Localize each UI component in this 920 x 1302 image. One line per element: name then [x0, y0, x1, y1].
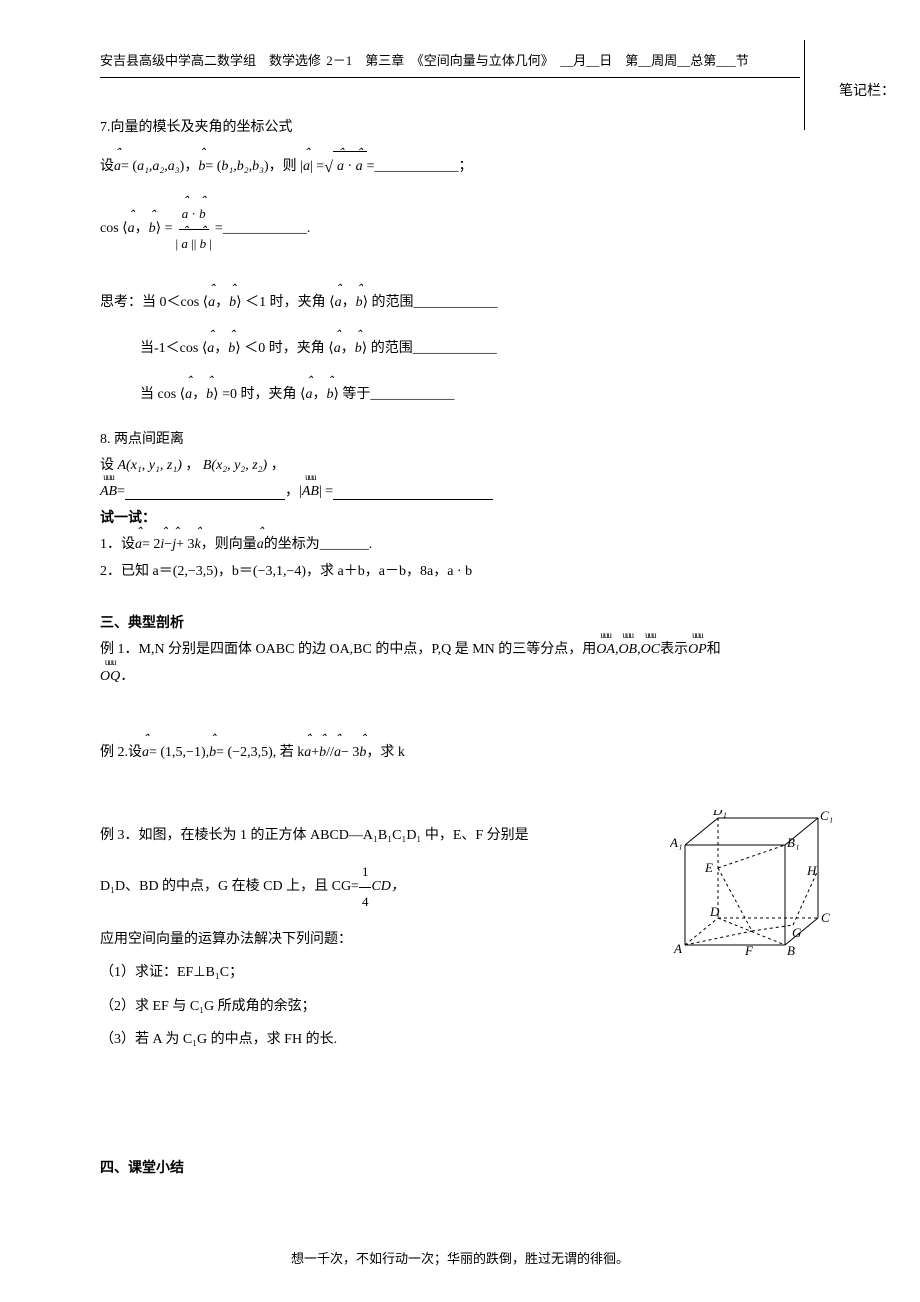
svg-text:C: C	[821, 910, 830, 925]
svg-text:A₁: A₁	[670, 835, 682, 850]
example-1-cont: OQ ．	[100, 666, 850, 688]
fraction: a · b | a || b |	[172, 200, 214, 258]
vector-a: a	[114, 152, 121, 183]
section-3-title: 三、典型剖析	[100, 613, 850, 635]
try-1: 1．设 a = 2 i − j + 3 k ，则向量 a 的坐标为_______…	[100, 534, 850, 556]
vector-b: b	[198, 152, 205, 183]
svg-text:C₁: C₁	[820, 810, 833, 823]
try-2: 2．已知 a＝(2,−3,5)，b＝(−3,1,−4)，求 a＋b，a－b，8a…	[100, 561, 850, 583]
blank-input	[125, 486, 285, 500]
example-1: 例 1．M,N 分别是四面体 OABC 的边 OA,BC 的中点，P,Q 是 M…	[100, 639, 800, 661]
ab-formula: AB = ，| AB | =	[100, 481, 850, 503]
cosine-formula-line: cos ⟨ a ， b ⟩ = a · b | a || b | =______…	[100, 200, 850, 258]
svg-text:A: A	[673, 941, 682, 956]
header-underline	[100, 77, 800, 78]
svg-text:H: H	[806, 863, 817, 878]
section-8-title: 8. 两点间距离	[100, 429, 850, 451]
think-line-2: 当-1＜cos ⟨ a ， b ⟩ ＜0 时，夹角 ⟨ a ， b ⟩ 的范围_…	[140, 334, 850, 365]
svg-text:B: B	[787, 943, 795, 958]
section-7: 7.向量的模长及夹角的坐标公式 设 a = ( a₁,a₂,a₃ )， b = …	[100, 113, 850, 411]
sqrt-icon: a · a	[324, 150, 366, 185]
svg-text:G: G	[792, 925, 802, 940]
cube-diagram: D₁ C₁ A₁ B₁ E H D C G A F B	[670, 810, 840, 970]
example-3-q2: （2）求 EF 与 C₁G 所成角的余弦；	[100, 990, 850, 1024]
example-3-q3: （3）若 A 为 C₁G 的中点，求 FH 的长.	[100, 1023, 850, 1057]
page-header: 安吉县高级中学高二数学组 数学选修 2－1 第三章 《空间向量与立体几何》 __…	[100, 50, 850, 69]
try-title: 试一试：	[100, 508, 850, 530]
page-content: 安吉县高级中学高二数学组 数学选修 2－1 第三章 《空间向量与立体几何》 __…	[0, 0, 920, 1217]
svg-text:D: D	[709, 904, 720, 919]
try-section: 试一试： 1．设 a = 2 i − j + 3 k ，则向量 a 的坐标为__…	[100, 508, 850, 583]
section-7-title: 7.向量的模长及夹角的坐标公式	[100, 113, 850, 144]
section-8: 8. 两点间距离 设 A(x₁, y₁, z₁) ， B(x₂, y₂, z₂)…	[100, 429, 850, 504]
think-line-1: 思考：当 0＜cos ⟨ a ， b ⟩ ＜1 时，夹角 ⟨ a ， b ⟩ 的…	[100, 288, 850, 319]
section-4-title: 四、课堂小结	[100, 1157, 850, 1177]
blank-input	[333, 486, 493, 500]
example-2: 例 2.设 a = (1,5,−1), b = (−2,3,5), 若 k a …	[100, 738, 850, 769]
svg-text:D₁: D₁	[712, 810, 727, 818]
points-def: 设 A(x₁, y₁, z₁) ， B(x₂, y₂, z₂) ，	[100, 455, 850, 477]
page-footer: 想一千次，不如行动一次；华丽的跌倒，胜过无谓的徘徊。	[0, 1248, 920, 1267]
svg-text:B₁: B₁	[787, 835, 799, 850]
think-line-3: 当 cos ⟨ a ， b ⟩ =0 时，夹角 ⟨ a ， b ⟩ 等于____…	[140, 380, 850, 411]
svg-text:F: F	[744, 943, 754, 958]
vector-definition-line: 设 a = ( a₁,a₂,a₃ )， b = ( b₁,b₂,b₃ )，则 |…	[100, 150, 850, 185]
svg-text:E: E	[704, 860, 713, 875]
